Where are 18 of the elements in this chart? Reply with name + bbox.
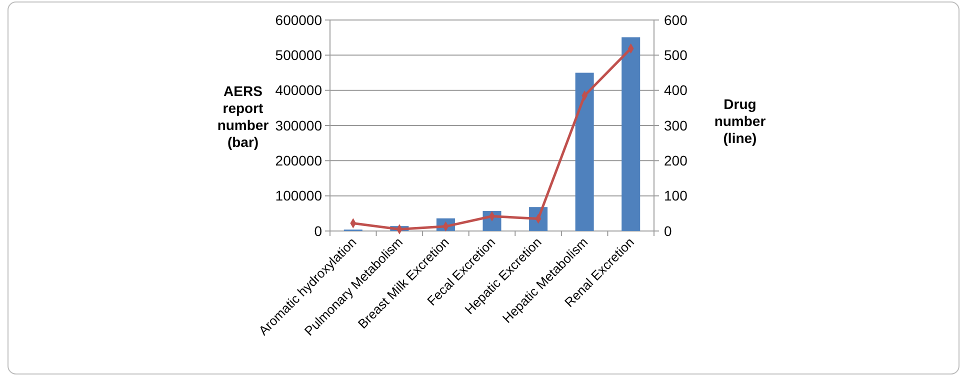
- y2-tick-label: 0: [664, 222, 672, 239]
- y-tick-label: 200000: [275, 152, 322, 169]
- bar: [575, 72, 594, 231]
- y2-tick-label: 300: [664, 117, 688, 134]
- y2-axis-title: Drug number (line): [714, 96, 766, 146]
- y2-tick-label: 600: [664, 12, 688, 28]
- y-tick-label: 0: [314, 222, 322, 239]
- y-axis-title: AERS report number (bar): [217, 83, 270, 150]
- y2-tick-label: 100: [664, 188, 688, 204]
- y-tick-label: 100000: [275, 188, 322, 204]
- y-tick-label: 300000: [275, 117, 322, 134]
- bar: [622, 37, 640, 231]
- y-tick-label: 500000: [275, 47, 322, 64]
- y2-tick-label: 200: [664, 152, 688, 169]
- y-tick-label: 400000: [275, 82, 322, 98]
- y-tick-label: 600000: [275, 12, 322, 28]
- y2-tick-label: 400: [664, 82, 688, 98]
- y2-tick-label: 500: [664, 47, 688, 64]
